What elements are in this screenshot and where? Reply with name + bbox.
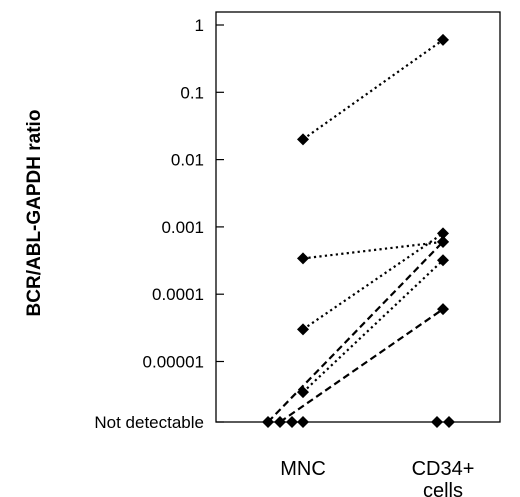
cd34-data-point: [437, 254, 449, 267]
y-tick-label: Not detectable: [94, 413, 204, 432]
x-axis-category-labels: MNC CD34+cells: [280, 458, 474, 497]
y-tick-label: 0.1: [180, 83, 204, 102]
x-category-label: cells: [423, 480, 463, 497]
mnc-data-point: [297, 133, 309, 146]
cd34-data-point: [437, 227, 449, 240]
mnc-data-point: [262, 416, 274, 428]
pair-connector-lines: [267, 39, 444, 423]
mnc-data-point: [297, 416, 309, 428]
pair-connector-line: [302, 259, 444, 393]
cd34-data-point: [443, 416, 455, 428]
x-category-label: MNC: [280, 458, 326, 480]
mnc-data-point: [297, 252, 309, 265]
y-tick-label: 0.01: [171, 151, 204, 170]
y-axis-ticks: Not detectable 0.00001 0.0001 0.001 0.01 0.1 1: [94, 16, 224, 432]
cd34-data-point: [437, 303, 449, 316]
y-tick-label: 1: [195, 16, 204, 35]
pair-connector-line: [279, 308, 444, 423]
x-category-label: CD34+: [412, 458, 475, 480]
mnc-data-point: [274, 416, 286, 428]
y-axis-title: BCR/ABL-GAPDH ratio: [24, 110, 45, 317]
pair-connector-line: [302, 232, 444, 331]
y-tick-label: 0.00001: [143, 353, 204, 372]
pair-connector-line: [302, 240, 444, 260]
mnc-data-point: [286, 416, 298, 428]
y-tick-label: 0.0001: [152, 285, 204, 304]
cd34-data-point: [437, 235, 449, 248]
y-tick-label: 0.001: [161, 218, 204, 237]
cd34-data-point: [431, 416, 443, 428]
data-markers: [262, 33, 455, 428]
pair-connector-line: [267, 241, 444, 423]
pair-connector-line: [302, 39, 444, 141]
mnc-data-point: [297, 323, 309, 336]
mnc-data-point: [297, 386, 309, 399]
cd34-data-point: [437, 33, 449, 46]
plot-frame: [215, 11, 501, 423]
